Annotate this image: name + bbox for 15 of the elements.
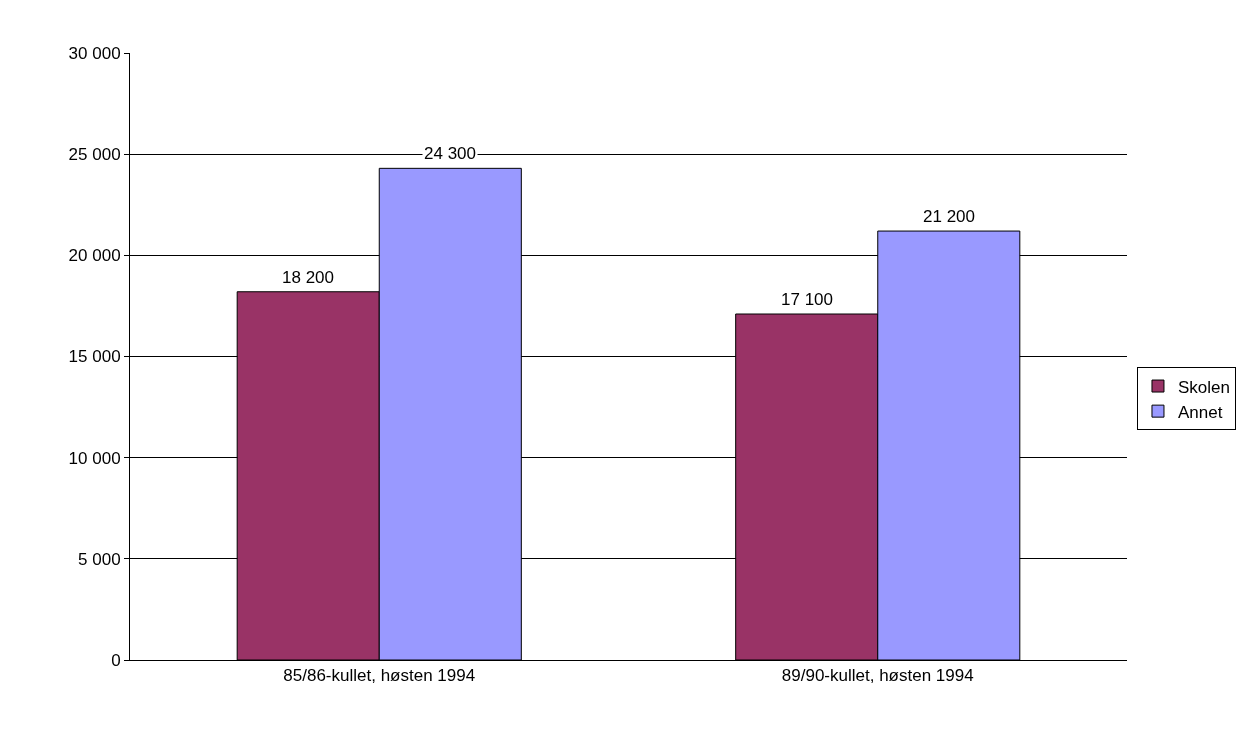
- legend-label: Skolen: [1177, 377, 1230, 397]
- y-tick-label: 25 000: [68, 145, 121, 165]
- x-tick-label: 85/86-kullet, høsten 1994: [283, 666, 476, 686]
- y-tick-label: 0: [111, 650, 121, 670]
- x-tick-label: 89/90-kullet, høsten 1994: [781, 666, 974, 686]
- data-label: 18 200: [282, 268, 334, 287]
- y-tick-label: 20 000: [68, 246, 121, 266]
- y-tick-label: 30 000: [68, 43, 121, 63]
- data-label: 24 300: [424, 144, 476, 163]
- y-tick-label: 15 000: [68, 347, 121, 367]
- legend-label: Annet: [1177, 402, 1223, 422]
- y-tick-label: 5 000: [78, 549, 121, 569]
- y-tick-label: 10 000: [68, 448, 121, 468]
- data-label: 17 100: [781, 290, 833, 309]
- data-label: 21 200: [923, 207, 975, 226]
